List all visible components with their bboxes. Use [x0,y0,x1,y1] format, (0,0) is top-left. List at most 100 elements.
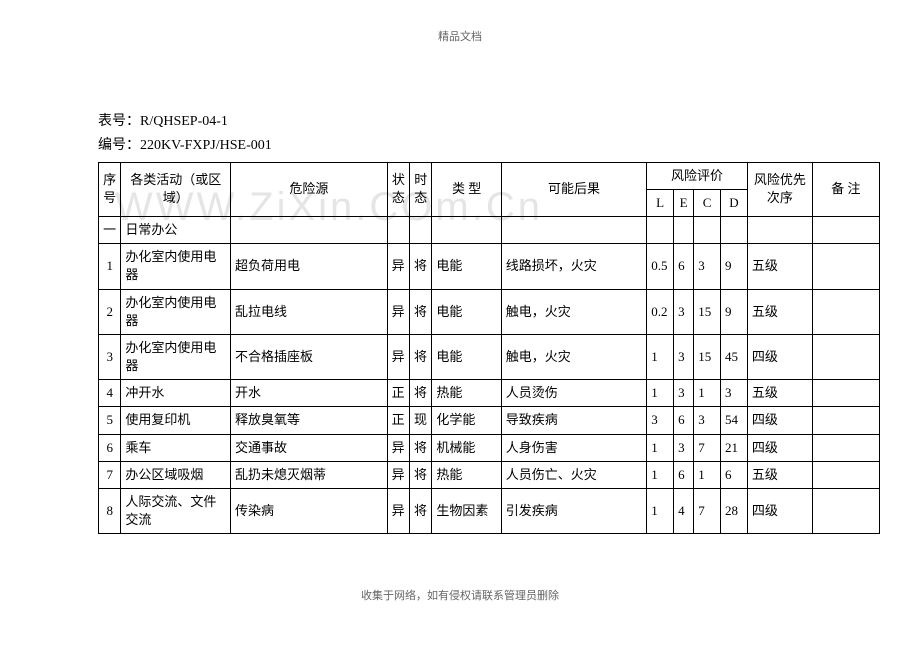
cell-consequence: 触电，火灾 [501,334,646,379]
cell-time: 将 [410,244,432,289]
cell-consequence: 触电，火灾 [501,289,646,334]
cell-activity: 人际交流、文件交流 [121,489,231,534]
cell-state: 异 [387,489,409,534]
cell-type: 热能 [432,380,501,407]
empty-cell [501,216,646,243]
col-d: D [721,189,748,216]
col-priority: 风险优先次序 [747,162,812,216]
col-activity: 各类活动（或区域） [121,162,231,216]
cell-c: 3 [694,244,721,289]
cell-state: 异 [387,461,409,488]
cell-seq: 6 [99,434,121,461]
cell-seq: 8 [99,489,121,534]
cell-e: 3 [674,380,694,407]
cell-l: 1 [647,489,674,534]
table-row: 5使用复印机释放臭氧等正现化学能导致疾病36354四级 [99,407,880,434]
section-row: 一 日常办公 [99,216,880,243]
cell-l: 1 [647,434,674,461]
cell-activity: 使用复印机 [121,407,231,434]
cell-remark [812,334,879,379]
cell-type: 电能 [432,244,501,289]
cell-state: 异 [387,289,409,334]
cell-e: 6 [674,244,694,289]
col-risk-eval: 风险评价 [647,162,748,189]
table-row: 8人际交流、文件交流传染病异将生物因素引发疾病14728四级 [99,489,880,534]
empty-cell [231,216,388,243]
cell-consequence: 导致疾病 [501,407,646,434]
cell-hazard: 开水 [231,380,388,407]
cell-priority: 五级 [747,380,812,407]
empty-cell [432,216,501,243]
cell-c: 3 [694,407,721,434]
cell-state: 异 [387,244,409,289]
cell-priority: 五级 [747,289,812,334]
cell-type: 热能 [432,461,501,488]
cell-priority: 四级 [747,489,812,534]
cell-state: 异 [387,434,409,461]
serial-label: 编号： [98,138,140,153]
cell-hazard: 乱扔未熄灭烟蒂 [231,461,388,488]
cell-e: 6 [674,461,694,488]
cell-c: 7 [694,434,721,461]
cell-activity: 办化室内使用电器 [121,334,231,379]
cell-l: 0.2 [647,289,674,334]
cell-remark [812,461,879,488]
risk-table: 序号 各类活动（或区域） 危险源 状态 时态 类 型 可能后果 风险评价 风险优… [98,162,880,535]
empty-cell [647,216,674,243]
cell-l: 1 [647,334,674,379]
cell-type: 电能 [432,289,501,334]
cell-remark [812,434,879,461]
cell-d: 6 [721,461,748,488]
cell-c: 7 [694,489,721,534]
cell-priority: 四级 [747,407,812,434]
cell-d: 3 [721,380,748,407]
serial-number-line: 编号：220KV-FXPJ/HSE-001 [98,134,880,158]
cell-consequence: 人员伤亡、火灾 [501,461,646,488]
cell-state: 正 [387,407,409,434]
col-l: L [647,189,674,216]
empty-cell [694,216,721,243]
col-c: C [694,189,721,216]
cell-time: 将 [410,380,432,407]
table-number-line: 表号：R/QHSEP-04-1 [98,110,880,134]
cell-d: 45 [721,334,748,379]
cell-time: 将 [410,289,432,334]
cell-remark [812,489,879,534]
cell-d: 9 [721,244,748,289]
table-row: 6乘车交通事故异将机械能人身伤害13721四级 [99,434,880,461]
content-area: 表号：R/QHSEP-04-1 编号：220KV-FXPJ/HSE-001 序号… [98,110,880,534]
cell-type: 电能 [432,334,501,379]
cell-d: 21 [721,434,748,461]
cell-state: 正 [387,380,409,407]
table-no-value: R/QHSEP-04-1 [140,114,228,129]
col-time: 时态 [410,162,432,216]
cell-c: 15 [694,289,721,334]
cell-time: 将 [410,461,432,488]
section-title: 日常办公 [121,216,231,243]
cell-priority: 五级 [747,244,812,289]
section-seq: 一 [99,216,121,243]
cell-remark [812,244,879,289]
cell-time: 将 [410,434,432,461]
cell-l: 3 [647,407,674,434]
col-seq: 序号 [99,162,121,216]
empty-cell [674,216,694,243]
table-row: 7办公区域吸烟乱扔未熄灭烟蒂异将热能人员伤亡、火灾1616五级 [99,461,880,488]
cell-priority: 五级 [747,461,812,488]
cell-time: 将 [410,489,432,534]
cell-activity: 冲开水 [121,380,231,407]
empty-cell [387,216,409,243]
page-header: 精品文档 [438,28,482,44]
cell-remark [812,407,879,434]
cell-consequence: 人身伤害 [501,434,646,461]
cell-consequence: 引发疾病 [501,489,646,534]
header-row-1: 序号 各类活动（或区域） 危险源 状态 时态 类 型 可能后果 风险评价 风险优… [99,162,880,189]
table-body: 一 日常办公 1办化室内使用电器超负荷用电异将电能线路损坏，火灾0.5639五级… [99,216,880,533]
cell-seq: 2 [99,289,121,334]
col-consequence: 可能后果 [501,162,646,216]
table-no-label: 表号： [98,114,140,129]
cell-remark [812,289,879,334]
cell-type: 生物因素 [432,489,501,534]
cell-c: 1 [694,380,721,407]
cell-e: 3 [674,434,694,461]
